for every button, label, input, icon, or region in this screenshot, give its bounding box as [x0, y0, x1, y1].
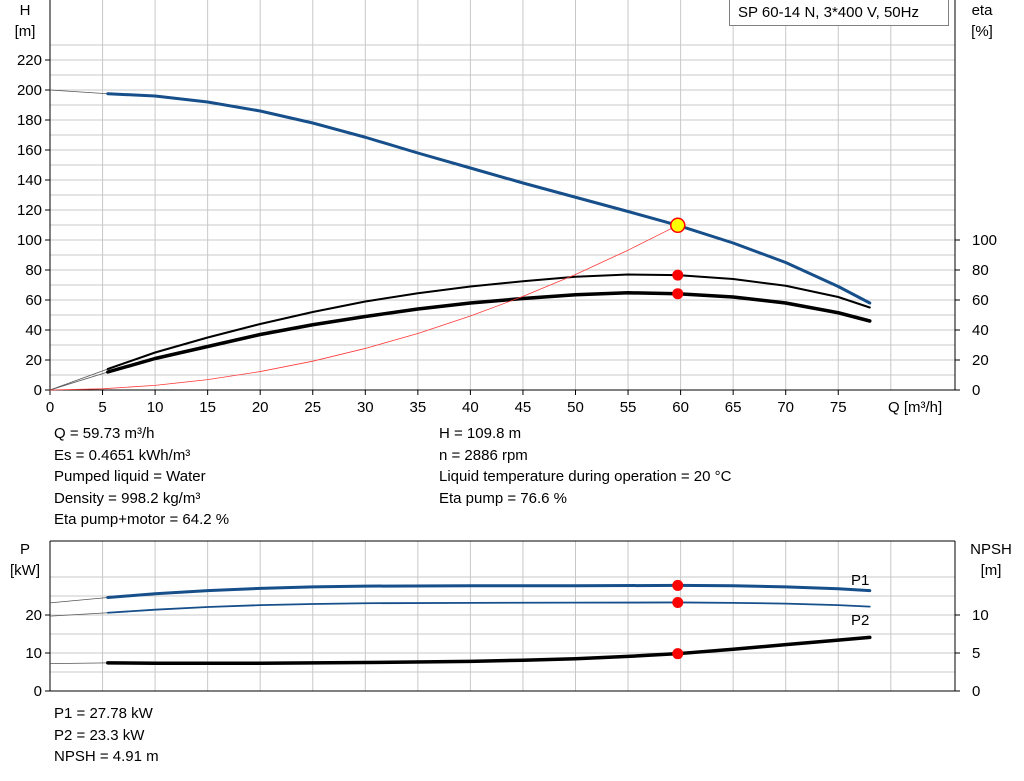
info-head: H = 109.8 m: [439, 425, 522, 442]
head-eta_total-curve: [106, 291, 872, 374]
x-tick-label: 5: [98, 399, 106, 416]
head-right-tick-label: 100: [972, 232, 997, 249]
x-tick-label: 40: [462, 399, 479, 416]
power-ylabel-left: P: [20, 541, 30, 558]
head-right-tick-label: 0: [972, 382, 980, 399]
power-left-tick-label: 20: [25, 607, 42, 624]
x-tick-label: 20: [252, 399, 269, 416]
x-tick-label: 15: [199, 399, 216, 416]
power-ylabel-right: NPSH: [970, 541, 1012, 558]
power-NPSH-curve: [106, 635, 872, 666]
power-right-tick-label: 10: [972, 607, 989, 624]
power-ylabel-right-unit: [m]: [981, 562, 1002, 579]
head-left-tick-label: 160: [17, 142, 42, 159]
head-operating-point: [672, 288, 684, 300]
info-p2: P2 = 23.3 kW: [54, 726, 145, 744]
head-left-tick-label: 0: [34, 382, 42, 399]
x-axis-label: Q [m³/h]: [888, 399, 942, 416]
x-tick-label: 70: [777, 399, 794, 416]
head-left-tick-label: 120: [17, 202, 42, 219]
head-left-tick-label: 140: [17, 172, 42, 189]
head-left-tick-label: 60: [25, 292, 42, 309]
power-operating-point: [672, 596, 684, 608]
head-left-tick-label: 100: [17, 232, 42, 249]
series-label-p2: P2: [851, 612, 869, 629]
head-operating-point: [672, 269, 684, 281]
info-pumped-liquid: Pumped liquid = Water: [54, 468, 206, 485]
head-left-tick-label: 80: [25, 262, 42, 279]
x-tick-label: 45: [515, 399, 532, 416]
x-tick-label: 55: [620, 399, 637, 416]
series-label-p1: P1: [851, 572, 869, 589]
head-eta_pump-extension: [49, 368, 108, 391]
info-npsh: NPSH = 4.91 m: [54, 748, 159, 765]
head-ylabel-left: H: [20, 2, 31, 19]
info-top-right: H = 109.8 m n = 2886 rpm Liquid temperat…: [439, 423, 731, 509]
head-ylabel-left-unit: [m]: [15, 23, 36, 40]
operating-point-head: [670, 217, 686, 234]
head-eta_total-extension: [49, 371, 108, 391]
power-right-tick-label: 5: [972, 645, 980, 662]
x-tick-label: 0: [46, 399, 54, 416]
info-density: Density = 998.2 kg/m³: [54, 489, 201, 507]
head-left-tick-label: 20: [25, 352, 42, 369]
head-ylabel-right-unit: [%]: [971, 23, 993, 40]
head-system-curve: [49, 224, 679, 391]
power-left-tick-label: 0: [34, 683, 42, 700]
power-P1-extension: [49, 597, 108, 604]
x-tick-label: 75: [830, 399, 847, 416]
x-tick-label: 50: [567, 399, 584, 416]
head-left-tick-label: 200: [17, 82, 42, 99]
info-eta-total: Eta pump+motor = 64.2 %: [54, 511, 230, 528]
info-liquid-temperature: Liquid temperature during operation = 20…: [439, 468, 732, 485]
x-tick-label: 30: [357, 399, 374, 416]
head-left-tick-label: 220: [17, 52, 42, 69]
head-right-tick-label: 80: [972, 262, 989, 279]
head-right-tick-label: 40: [972, 322, 989, 339]
x-tick-label: 60: [672, 399, 689, 416]
x-tick-label: 25: [304, 399, 321, 416]
power-ylabel-left-unit: [kW]: [10, 562, 40, 579]
head-H-extension: [49, 89, 108, 95]
power-P1-curve: [106, 583, 872, 600]
chart-title: SP 60-14 N, 3*400 V, 50Hz: [729, 0, 949, 26]
info-top-left: Q = 59.73 m³/h Es = 0.4651 kWh/m³ Pumped…: [54, 423, 229, 531]
head-left-tick-label: 40: [25, 322, 42, 339]
x-tick-label: 35: [410, 399, 427, 416]
info-flow: Q = 59.73 m³/h: [54, 425, 155, 442]
head-right-tick-label: 20: [972, 352, 989, 369]
info-p1: P1 = 27.78 kW: [54, 705, 153, 722]
info-speed: n = 2886 rpm: [439, 446, 528, 464]
x-tick-label: 65: [725, 399, 742, 416]
info-eta-pump: Eta pump = 76.6 %: [439, 489, 567, 507]
head-H-curve: [106, 92, 872, 305]
power-right-tick-label: 0: [972, 683, 980, 700]
power-P2-extension: [49, 612, 108, 617]
head-left-tick-label: 180: [17, 112, 42, 129]
power-NPSH-extension: [49, 662, 108, 665]
info-bottom: P1 = 27.78 kW P2 = 23.3 kW NPSH = 4.91 m: [54, 703, 159, 768]
info-specific-energy: Es = 0.4651 kWh/m³: [54, 446, 191, 464]
head-right-tick-label: 60: [972, 292, 989, 309]
head-eta_pump-curve: [106, 273, 871, 370]
power-left-tick-label: 10: [25, 645, 42, 662]
head-ylabel-right: eta: [972, 2, 994, 19]
power-operating-point: [672, 648, 684, 660]
power-operating-point: [672, 579, 684, 591]
power-P2-curve: [106, 601, 871, 614]
x-tick-label: 10: [147, 399, 164, 416]
